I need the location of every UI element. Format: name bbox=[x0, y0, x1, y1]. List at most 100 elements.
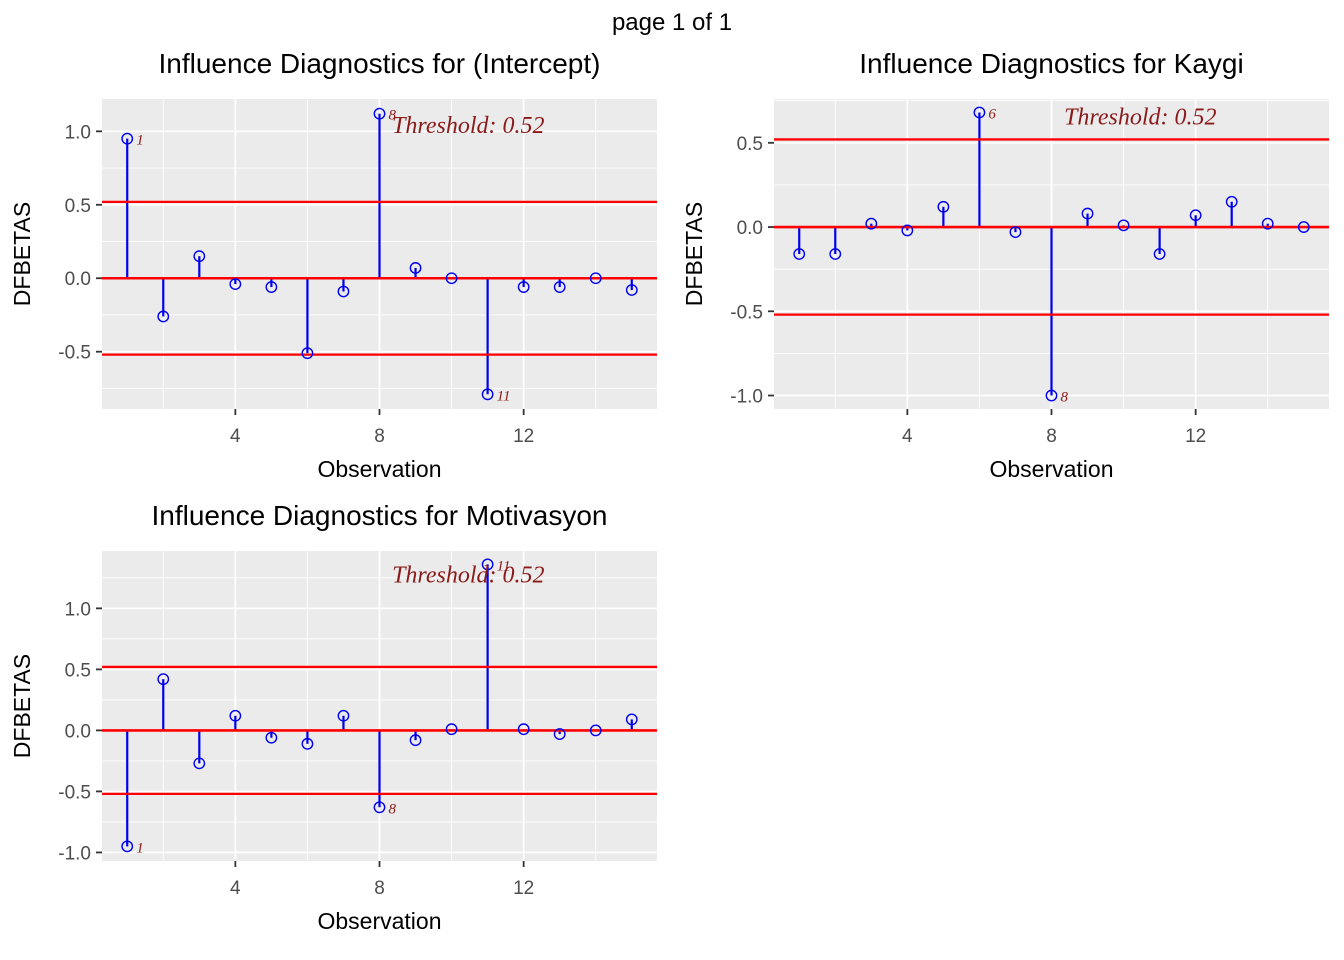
x-tick-label: 4 bbox=[230, 426, 241, 447]
outlier-label: 1 bbox=[136, 840, 144, 856]
data-point bbox=[157, 673, 170, 686]
data-point bbox=[553, 728, 566, 740]
data-point bbox=[1009, 226, 1022, 238]
data-point bbox=[301, 737, 314, 750]
data-point bbox=[409, 262, 422, 274]
data-points bbox=[121, 558, 638, 853]
data-point bbox=[625, 713, 638, 726]
data-point bbox=[1297, 221, 1310, 233]
data-point bbox=[157, 310, 170, 323]
data-point bbox=[865, 217, 878, 230]
charts-grid: 1 8 11 Threshold: 0.52 4 8 12 -0.5 0.0 0.5 1.0 Infl… bbox=[0, 35, 1344, 939]
page-indicator: page 1 of 1 bbox=[611, 9, 733, 36]
data-point bbox=[589, 724, 602, 737]
axis-tick-marks bbox=[768, 141, 1197, 415]
panel-title: Influence Diagnostics for Kaygi bbox=[859, 48, 1243, 79]
panel-title: Influence Diagnostics for (Intercept) bbox=[159, 48, 601, 79]
outlier-label: 11 bbox=[497, 558, 511, 574]
y-tick-label: 0.5 bbox=[65, 196, 91, 217]
threshold-annotation: Threshold: 0.52 bbox=[392, 563, 544, 589]
x-tick-label: 8 bbox=[374, 426, 385, 447]
outlier-label: 8 bbox=[389, 801, 397, 817]
data-point bbox=[517, 281, 530, 293]
data-point bbox=[973, 106, 986, 119]
axis-tick-marks bbox=[96, 607, 525, 867]
data-point bbox=[481, 388, 494, 401]
data-points bbox=[793, 106, 1310, 402]
outlier-label: 8 bbox=[389, 108, 397, 124]
data-point bbox=[445, 723, 458, 736]
x-axis-title: Observation bbox=[317, 908, 441, 934]
data-point bbox=[553, 281, 566, 293]
data-point bbox=[901, 224, 914, 237]
data-point bbox=[829, 248, 842, 260]
data-point bbox=[1081, 207, 1094, 220]
y-tick-label: 0.5 bbox=[65, 660, 91, 681]
reference-lines bbox=[102, 665, 657, 796]
y-tick-label: 0.5 bbox=[737, 134, 763, 155]
threshold-annotation: Threshold: 0.52 bbox=[1064, 104, 1216, 130]
y-tick-label: 0.0 bbox=[65, 721, 91, 742]
data-points bbox=[121, 107, 638, 401]
y-axis-title: DFBETAS bbox=[9, 654, 35, 758]
y-tick-label: -0.5 bbox=[730, 302, 763, 323]
data-point bbox=[937, 200, 950, 213]
data-point bbox=[589, 272, 602, 285]
chart-panel-motivasyon: 1 8 11 Threshold: 0.52 4 8 12 -1.0 -0.5 0.0 0.5 1.0… bbox=[0, 487, 672, 939]
data-point bbox=[193, 757, 206, 770]
dfbetas-stems bbox=[126, 564, 633, 847]
data-point bbox=[121, 840, 134, 853]
x-tick-label: 12 bbox=[1185, 426, 1206, 447]
y-tick-label: -0.5 bbox=[58, 782, 91, 803]
y-axis-title: DFBETAS bbox=[9, 202, 35, 306]
data-point bbox=[517, 723, 530, 736]
data-point bbox=[1117, 219, 1130, 232]
x-axis-title: Observation bbox=[989, 456, 1113, 482]
data-point bbox=[265, 281, 278, 293]
outlier-label: 8 bbox=[1061, 390, 1069, 406]
y-axis-title: DFBETAS bbox=[681, 202, 707, 306]
reference-lines bbox=[102, 200, 657, 356]
data-point bbox=[1045, 389, 1058, 402]
y-tick-label: 1.0 bbox=[65, 122, 91, 143]
x-tick-label: 8 bbox=[374, 878, 385, 899]
data-point bbox=[373, 107, 386, 120]
data-point bbox=[193, 250, 206, 263]
report-page: page 1 of 1 1 8 11 Threshold: 0.52 4 8 12 -0.5 0… bbox=[0, 9, 1344, 939]
data-point bbox=[1189, 209, 1202, 222]
data-point bbox=[625, 284, 638, 296]
intercept-plot: 1 8 11 Threshold: 0.52 4 8 12 -0.5 0.0 0.5 1.0 Infl… bbox=[9, 48, 657, 482]
x-axis-title: Observation bbox=[317, 456, 441, 482]
chart-panel-kaygi: 6 8 Threshold: 0.52 4 8 12 -1.0 -0.5 0.0 0.5 Influ… bbox=[672, 35, 1344, 487]
axis-tick-marks bbox=[96, 130, 525, 415]
y-tick-label: 1.0 bbox=[65, 599, 91, 620]
data-point bbox=[1153, 248, 1166, 260]
data-point bbox=[409, 734, 422, 747]
y-tick-label: 0.0 bbox=[65, 269, 91, 290]
x-tick-label: 4 bbox=[902, 426, 913, 447]
data-point bbox=[1225, 195, 1238, 208]
y-tick-label: -1.0 bbox=[58, 843, 91, 864]
data-point bbox=[229, 278, 242, 291]
data-point bbox=[445, 272, 458, 285]
y-tick-label: 0.0 bbox=[737, 218, 763, 239]
outlier-label: 1 bbox=[136, 133, 144, 149]
data-point bbox=[337, 285, 350, 298]
outlier-label: 6 bbox=[988, 106, 996, 122]
data-point bbox=[337, 709, 350, 722]
data-point bbox=[793, 248, 806, 260]
data-point bbox=[481, 558, 494, 571]
outlier-label: 11 bbox=[497, 388, 511, 404]
y-tick-label: -0.5 bbox=[58, 343, 91, 364]
data-point bbox=[301, 347, 314, 360]
panel-title: Influence Diagnostics for Motivasyon bbox=[152, 500, 608, 531]
x-tick-label: 12 bbox=[513, 426, 534, 447]
data-point bbox=[121, 132, 134, 145]
x-tick-label: 4 bbox=[230, 878, 241, 899]
x-tick-label: 12 bbox=[513, 878, 534, 899]
threshold-annotation: Threshold: 0.52 bbox=[392, 113, 544, 139]
kaygi-plot: 6 8 Threshold: 0.52 4 8 12 -1.0 -0.5 0.0 0.5 Influ… bbox=[681, 48, 1329, 482]
x-tick-label: 8 bbox=[1046, 426, 1057, 447]
data-point bbox=[265, 731, 278, 744]
